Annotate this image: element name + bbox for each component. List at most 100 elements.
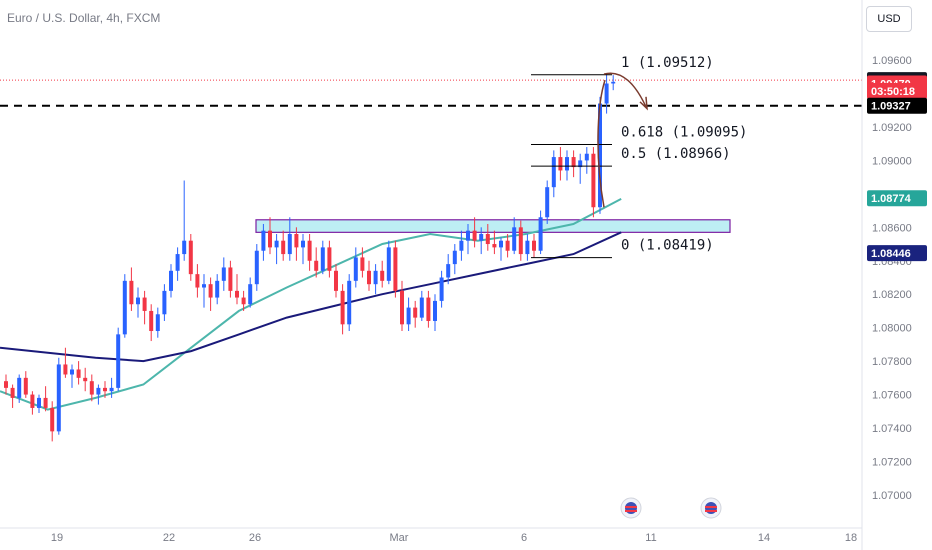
level-lines-layer	[0, 79, 862, 107]
candle-body[interactable]	[360, 257, 365, 271]
candle-body[interactable]	[155, 314, 160, 332]
candle-body[interactable]	[281, 240, 286, 255]
candle-body[interactable]	[386, 247, 391, 281]
candle-body[interactable]	[30, 394, 35, 408]
candle-body[interactable]	[466, 230, 470, 241]
candle-body[interactable]	[492, 244, 497, 248]
candle-body[interactable]	[538, 217, 543, 251]
candle-body[interactable]	[17, 377, 22, 398]
candle-body[interactable]	[248, 284, 253, 305]
candle-body[interactable]	[241, 297, 246, 305]
candle-body[interactable]	[215, 280, 220, 298]
candle-body[interactable]	[202, 284, 206, 288]
candle-body[interactable]	[353, 257, 358, 281]
candle-body[interactable]	[334, 270, 338, 291]
candle-body[interactable]	[518, 227, 523, 255]
candle-body[interactable]	[294, 234, 299, 248]
candle-body[interactable]	[182, 240, 187, 255]
candle-body[interactable]	[584, 153, 589, 161]
candle-body[interactable]	[83, 377, 88, 382]
candle-body[interactable]	[56, 364, 61, 432]
candle-body[interactable]	[301, 240, 305, 248]
candle-body[interactable]	[479, 234, 484, 241]
candle-body[interactable]	[208, 284, 213, 298]
candle-body[interactable]	[96, 387, 101, 395]
candle-body[interactable]	[551, 157, 556, 188]
candle-body[interactable]	[413, 307, 418, 318]
candle-body[interactable]	[393, 247, 398, 291]
candle-body[interactable]	[268, 230, 272, 248]
candle-body[interactable]	[320, 247, 325, 271]
candle-body[interactable]	[142, 297, 147, 311]
projection-arrow[interactable]	[603, 72, 647, 108]
candle-body[interactable]	[406, 307, 411, 325]
candle-body[interactable]	[459, 240, 464, 251]
candle-body[interactable]	[188, 240, 193, 275]
candle-body[interactable]	[314, 260, 319, 271]
candle-body[interactable]	[340, 290, 345, 325]
candle-body[interactable]	[274, 240, 279, 248]
candle-body[interactable]	[380, 270, 385, 281]
candle-body[interactable]	[287, 234, 292, 255]
candle-body[interactable]	[400, 290, 404, 325]
price-tick-label: 1.09200	[872, 122, 912, 134]
candle-body[interactable]	[37, 397, 41, 408]
candle-body[interactable]	[327, 247, 332, 271]
candle-body[interactable]	[116, 334, 121, 388]
candle-body[interactable]	[221, 267, 226, 281]
candle-body[interactable]	[149, 310, 154, 332]
candle-body[interactable]	[604, 83, 609, 104]
candle-body[interactable]	[43, 397, 48, 408]
candle-body[interactable]	[4, 381, 8, 388]
candle-body[interactable]	[122, 280, 127, 335]
support-zone-box[interactable]	[255, 219, 731, 233]
candle-body[interactable]	[419, 297, 424, 318]
candle-body[interactable]	[129, 280, 134, 305]
candle-body[interactable]	[175, 254, 180, 271]
candle-body[interactable]	[103, 387, 107, 392]
candle-body[interactable]	[307, 240, 312, 261]
candle-body[interactable]	[136, 297, 140, 305]
candle-body[interactable]	[611, 81, 616, 84]
candle-body[interactable]	[195, 274, 200, 288]
candle-body[interactable]	[499, 240, 503, 248]
candle-body[interactable]	[109, 387, 114, 392]
candle-body[interactable]	[446, 264, 451, 278]
candle-body[interactable]	[347, 280, 352, 325]
candle-body[interactable]	[512, 227, 517, 251]
candle-body[interactable]	[439, 277, 444, 301]
candle-body[interactable]	[472, 230, 477, 241]
candle-body[interactable]	[169, 270, 173, 291]
candle-body[interactable]	[235, 290, 239, 298]
candle-body[interactable]	[254, 250, 259, 285]
candle-body[interactable]	[525, 240, 530, 255]
candle-body[interactable]	[367, 270, 371, 285]
candle-body[interactable]	[373, 270, 378, 285]
candle-body[interactable]	[10, 387, 15, 398]
candle-body[interactable]	[23, 377, 28, 395]
candle-body[interactable]	[162, 290, 167, 315]
candle-body[interactable]	[63, 364, 68, 375]
candle-body[interactable]	[591, 153, 596, 208]
candle-body[interactable]	[571, 157, 576, 168]
flag-stripe	[625, 510, 637, 512]
candle-body[interactable]	[532, 240, 536, 251]
candle-body[interactable]	[598, 103, 602, 208]
candle-body[interactable]	[452, 250, 457, 265]
candle-body[interactable]	[485, 234, 490, 245]
candle-body[interactable]	[76, 369, 81, 378]
candle-body[interactable]	[578, 160, 583, 168]
candle-body[interactable]	[426, 297, 431, 321]
candle-body[interactable]	[261, 230, 266, 251]
candle-body[interactable]	[70, 369, 74, 375]
candle-body[interactable]	[505, 240, 510, 251]
candle-body[interactable]	[89, 381, 94, 395]
candle-body[interactable]	[545, 187, 550, 218]
currency-button[interactable]: USD	[866, 6, 912, 32]
candle-body[interactable]	[228, 267, 233, 291]
candle-body[interactable]	[50, 407, 55, 432]
candle-body[interactable]	[433, 300, 437, 321]
candle-body[interactable]	[565, 157, 569, 171]
candle-body[interactable]	[558, 157, 563, 171]
